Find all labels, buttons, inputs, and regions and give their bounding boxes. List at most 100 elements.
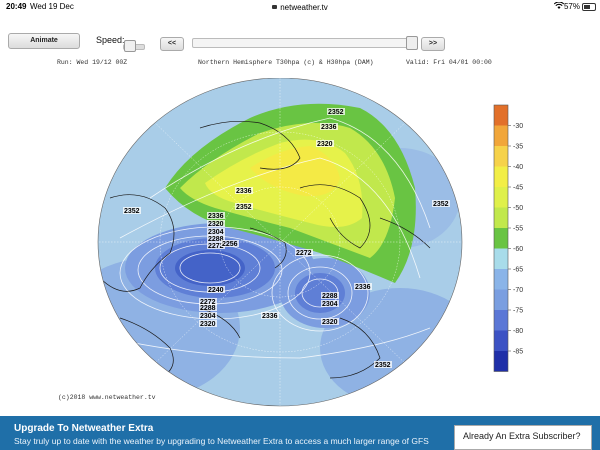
contour-label: 2352 xyxy=(124,208,140,215)
legend-swatch xyxy=(494,228,508,249)
valid-time-label: Valid: Fri 04/01 00:00 xyxy=(406,59,492,66)
contour-label: 2288 xyxy=(200,305,216,312)
contour-label-bg xyxy=(199,312,217,319)
legend-swatch xyxy=(494,146,508,167)
contour-label: 2288 xyxy=(208,236,224,243)
legend-label: -40 xyxy=(513,164,523,171)
timeline-slider-handle[interactable] xyxy=(406,36,418,50)
legend-label: -70 xyxy=(513,287,523,294)
legend-swatch xyxy=(494,187,508,208)
contour-label: 2320 xyxy=(208,221,224,228)
contour-label: 2240 xyxy=(208,287,224,294)
copyright-text: (c)2018 www.netweather.tv xyxy=(58,394,156,401)
next-frame-button[interactable]: >> xyxy=(421,37,445,51)
legend-label: -45 xyxy=(513,185,523,192)
contour-label: 2320 xyxy=(317,141,333,148)
run-time-label: Run: Wed 19/12 00Z xyxy=(57,59,128,66)
contour-labels: 2352233623202352233623522336232023042288… xyxy=(123,108,450,369)
legend-label: -35 xyxy=(513,144,523,151)
contour-label-bg xyxy=(235,187,253,194)
lock-icon xyxy=(272,5,278,9)
contour-label-bg xyxy=(207,286,225,293)
upgrade-title[interactable]: Upgrade To Netweather Extra xyxy=(14,423,154,434)
contour-label: 2272 xyxy=(296,250,312,257)
contour-label: 2352 xyxy=(328,109,344,116)
contour-label: 2288 xyxy=(322,293,338,300)
contour-label-bg xyxy=(316,140,334,147)
contour-label: 2304 xyxy=(322,301,338,308)
contour-label-bg xyxy=(321,300,339,307)
contour-label: 2256 xyxy=(222,241,238,248)
legend-frame xyxy=(493,104,509,372)
contour-label-bg xyxy=(207,228,225,235)
contour-label: 2320 xyxy=(322,319,338,326)
subscriber-text: Already An Extra Subscriber? xyxy=(463,431,581,441)
contour-label: 2320 xyxy=(200,321,216,328)
contour-label-bg xyxy=(207,220,225,227)
contour-label: 2304 xyxy=(208,229,224,236)
contour-label-bg xyxy=(321,318,339,325)
contour-label: 2272 xyxy=(200,299,216,306)
upgrade-text: Stay truly up to date with the weather b… xyxy=(14,436,429,446)
legend-label: -60 xyxy=(513,246,523,253)
address-url: netweather.tv xyxy=(280,3,328,12)
animate-button[interactable]: Animate xyxy=(8,33,80,49)
contour-label-bg xyxy=(221,240,239,247)
map-disc xyxy=(98,78,462,406)
previous-frame-button[interactable]: << xyxy=(160,37,184,51)
contour-label-bg xyxy=(199,304,217,311)
contour-label-bg xyxy=(374,361,392,368)
status-bar: 20:49 Wed 19 Dec netweather.tv 57% xyxy=(0,0,600,14)
contour-label-bg xyxy=(199,320,217,327)
contour-label-bg xyxy=(235,203,253,210)
color-legend: -30 -35 -40 -45 -50 -55 -60 -65 -70 -75 -80 -85 xyxy=(493,104,523,372)
legend-swatch xyxy=(494,207,508,228)
weather-map-svg: 2352233623202352233623522336232023042288… xyxy=(58,77,523,407)
legend-label: -80 xyxy=(513,328,523,335)
contour-label: 2336 xyxy=(321,124,337,131)
subscriber-login-box[interactable]: Already An Extra Subscriber? xyxy=(454,425,592,450)
contour-label-bg xyxy=(199,298,217,305)
legend-swatch xyxy=(494,310,508,331)
contour-label-bg xyxy=(207,212,225,219)
legend-swatch xyxy=(494,125,508,146)
contour-label: 2352 xyxy=(375,362,391,369)
weather-map: 2352 2336 2320 2352 2336 2352 2336 2320 2304 2288… xyxy=(0,77,600,408)
contour-label-bg xyxy=(295,249,313,256)
legend-label: -50 xyxy=(513,205,523,212)
legend-label: -30 xyxy=(513,123,523,130)
legend-label: -85 xyxy=(513,349,523,356)
legend-swatch xyxy=(494,269,508,290)
speed-label: Speed: xyxy=(96,35,125,45)
legend-label: -55 xyxy=(513,226,523,233)
legend-swatch xyxy=(494,330,508,351)
contour-label-bg xyxy=(261,312,279,319)
address-bar[interactable]: netweather.tv xyxy=(0,3,600,12)
battery-icon xyxy=(582,3,596,11)
legend-label: -65 xyxy=(513,267,523,274)
contour-label: 2304 xyxy=(200,313,216,320)
timeline-slider-track[interactable] xyxy=(192,38,418,48)
wifi-icon xyxy=(553,1,565,12)
battery-percent: 57% xyxy=(563,2,580,11)
contour-label: 2336 xyxy=(355,284,371,291)
contour-label-bg xyxy=(320,123,338,130)
contour-label-bg xyxy=(354,283,372,290)
contour-label-bg xyxy=(321,292,339,299)
contour-label-bg xyxy=(432,200,450,207)
legend-swatch xyxy=(494,166,508,187)
contour-label-bg xyxy=(207,242,225,249)
status-time: 20:49 xyxy=(6,2,27,11)
contour-label: 2336 xyxy=(262,313,278,320)
contour-label: 2352 xyxy=(433,201,449,208)
status-date: Wed 19 Dec xyxy=(30,2,74,11)
contour-label: 2272 xyxy=(208,243,224,250)
legend-swatch xyxy=(494,289,508,310)
legend-swatch xyxy=(494,351,508,372)
contour-label-bg xyxy=(123,207,141,214)
contour-label: 2336 xyxy=(208,213,224,220)
legend-label: -75 xyxy=(513,308,523,315)
contour-label-bg xyxy=(207,235,225,242)
speed-slider-handle[interactable] xyxy=(124,40,136,52)
map-disc-outline xyxy=(97,77,463,407)
